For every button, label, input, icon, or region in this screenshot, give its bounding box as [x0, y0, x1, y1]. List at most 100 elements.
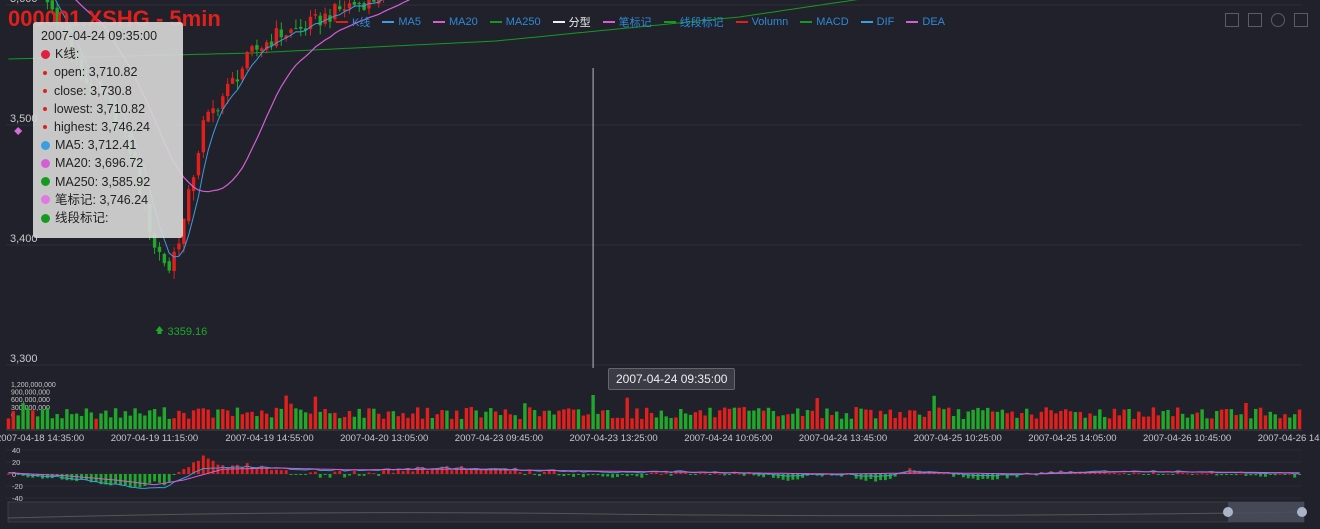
macd-bar	[1137, 473, 1141, 475]
volume-bar	[1151, 407, 1156, 429]
volume-bar	[157, 416, 162, 429]
legend-item[interactable]: MACD	[800, 14, 849, 30]
candle-body	[245, 52, 249, 69]
macd-bar	[1132, 472, 1136, 474]
macd-bar	[888, 474, 892, 479]
volume-bar	[800, 416, 805, 429]
volume-bar	[815, 398, 819, 429]
volume-bar	[1288, 417, 1292, 429]
macd-bar	[1161, 474, 1165, 475]
candle-body	[279, 29, 283, 38]
ma250-dot-icon	[41, 177, 50, 187]
legend-item[interactable]: MA5	[382, 14, 421, 30]
restore-icon[interactable]	[1271, 13, 1285, 27]
volume-bar	[1059, 410, 1063, 429]
volume-bar	[732, 407, 737, 429]
datazoom-slider[interactable]	[7, 501, 1307, 523]
tooltip-time: 2007-04-24 09:35:00	[41, 29, 158, 43]
legend-item[interactable]: MA20	[432, 14, 478, 30]
macd-bar	[1176, 471, 1180, 474]
volume-bar	[995, 411, 1000, 429]
candle-body	[45, 0, 50, 3]
macd-bar	[1220, 474, 1224, 476]
macd-bar	[874, 474, 878, 482]
macd-bar	[411, 471, 415, 474]
candle-body	[269, 41, 274, 46]
toolbox[interactable]	[1225, 13, 1308, 27]
volume-bar	[177, 410, 181, 429]
volume-bar	[143, 415, 147, 429]
candle-body	[221, 96, 225, 110]
legend-item[interactable]: 线段标记	[663, 14, 724, 30]
volume-bar	[411, 413, 415, 429]
macd-bar	[396, 469, 400, 474]
legend-item[interactable]: 分型	[552, 14, 591, 30]
volume-bar	[1249, 418, 1253, 429]
volume-bar	[196, 408, 201, 429]
macd-bar	[996, 474, 999, 480]
zoom-icon[interactable]	[1225, 13, 1239, 27]
volume-bar	[386, 411, 391, 429]
macd-bar	[971, 474, 975, 479]
macd-bar	[791, 474, 795, 480]
volume-bar	[269, 417, 274, 429]
volume-bar	[357, 408, 361, 429]
y-tick-label: 3,300	[10, 353, 38, 365]
legend-item[interactable]: DEA	[906, 14, 945, 30]
macd-bar	[70, 474, 74, 481]
volume-bar	[693, 412, 698, 429]
legend-label: 笔标记	[618, 17, 652, 29]
legend-item[interactable]: DIF	[860, 14, 894, 30]
legend-swatch-icon	[860, 21, 873, 23]
macd-bar	[455, 467, 459, 474]
macd-bar	[148, 474, 152, 484]
volume-bar	[172, 418, 176, 429]
volume-bar	[235, 407, 240, 429]
candle-body	[201, 120, 206, 153]
macd-bar	[357, 474, 361, 476]
volume-bar	[489, 408, 493, 429]
macd-bar	[635, 474, 639, 477]
legend-item[interactable]: K线	[336, 14, 370, 30]
volume-bar	[713, 417, 717, 429]
macd-bar	[338, 470, 342, 474]
volume-bar	[352, 416, 357, 429]
macd-bar	[1127, 474, 1131, 475]
volume-bar	[26, 407, 30, 429]
macd-bar	[289, 474, 293, 475]
volume-bar	[1132, 418, 1136, 429]
ma20-dot-icon	[41, 159, 50, 169]
legend[interactable]: K线 MA5 MA20 MA250 分型 笔标记 线段标记 Volumn MACD DIF DEA	[336, 14, 945, 30]
legend-item[interactable]: Volumn	[735, 14, 788, 30]
volume-bar	[11, 411, 16, 429]
macd-bar	[153, 474, 157, 482]
save-icon[interactable]	[1294, 13, 1308, 27]
legend-item[interactable]: MA250	[489, 14, 541, 30]
volume-bar	[610, 418, 615, 429]
volume-bar	[1190, 414, 1195, 429]
volume-bar	[401, 413, 405, 429]
macd-bar	[367, 472, 371, 474]
candle-body	[152, 233, 157, 248]
macd-bar	[192, 462, 196, 474]
volume-bar	[338, 418, 342, 429]
grid-lines	[6, 4, 1302, 499]
legend-swatch-icon	[489, 21, 502, 23]
time-axis: 2007-04-18 14:35:00 2007-04-19 11:15:00 20…	[0, 433, 1320, 444]
legend-item[interactable]: 笔标记	[602, 14, 652, 30]
macd-bar	[991, 474, 995, 480]
macd-bar	[474, 468, 478, 474]
x-tick-label: 2007-04-25 10:25:00	[914, 433, 1002, 444]
macd-bar	[572, 474, 576, 477]
volume-bar	[318, 411, 322, 429]
candle-body	[284, 35, 288, 39]
macd-bar	[615, 474, 619, 477]
volume-bar	[313, 396, 318, 429]
volume-bar	[113, 408, 118, 429]
macd-bar	[425, 470, 429, 474]
macd-bar	[503, 468, 507, 474]
macd-bar	[201, 455, 205, 474]
zoom-reset-icon[interactable]	[1248, 13, 1262, 27]
